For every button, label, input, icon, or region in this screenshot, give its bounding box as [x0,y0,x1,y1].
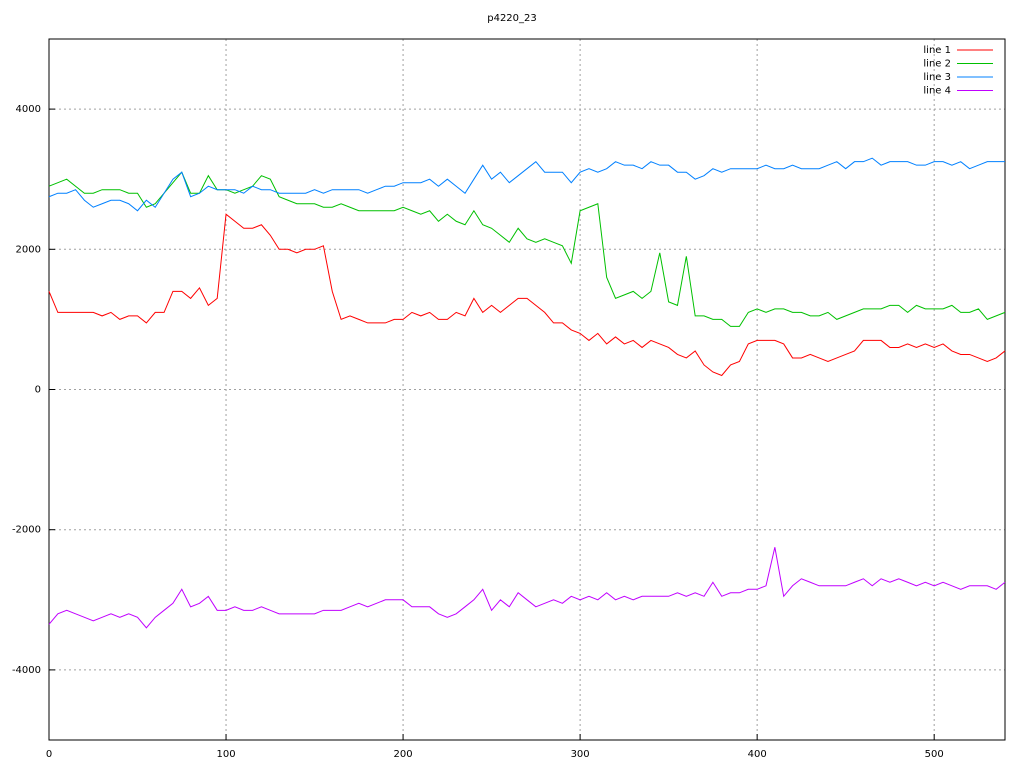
legend-label: line 4 [923,86,951,97]
chart-title: p4220_23 [487,13,537,24]
y-tick-label: -4000 [12,665,41,676]
series-line [48,171,1006,327]
x-tick-label: 100 [216,749,235,760]
y-tick-label: -2000 [12,525,41,536]
legend-label: line 2 [923,59,951,70]
y-tick-label: 4000 [16,104,41,115]
x-tick-label: 200 [394,749,413,760]
plot-frame [48,38,1006,741]
x-tick-label: 500 [925,749,944,760]
x-tick-label: 300 [571,749,590,760]
y-tick-label: 0 [35,385,41,396]
legend-label: line 1 [923,45,951,56]
y-tick-label: 2000 [16,244,41,255]
series-line [48,547,1006,629]
legend-label: line 3 [923,72,951,83]
x-tick-label: 400 [748,749,767,760]
series-line [48,157,1005,212]
x-tick-label: 0 [46,749,52,760]
series-line [48,213,1006,377]
